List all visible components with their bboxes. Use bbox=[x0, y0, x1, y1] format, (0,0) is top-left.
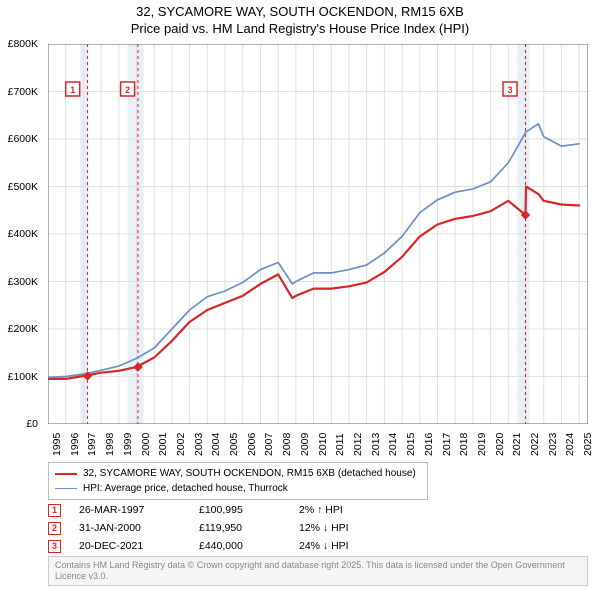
svg-text:3: 3 bbox=[508, 85, 513, 95]
y-tick-label: £200K bbox=[8, 323, 38, 335]
y-tick-label: £0 bbox=[26, 418, 38, 430]
x-tick-label: 2010 bbox=[317, 433, 329, 456]
x-tick-label: 2018 bbox=[458, 433, 470, 456]
x-tick-label: 2016 bbox=[423, 433, 435, 456]
sale-row: 1 26-MAR-1997£100,9952% ↑ HPI bbox=[48, 502, 588, 520]
sale-row: 2 31-JAN-2000£119,95012% ↓ HPI bbox=[48, 520, 588, 538]
sale-date: 31-JAN-2000 bbox=[79, 520, 199, 538]
x-tick-label: 1995 bbox=[51, 433, 63, 456]
x-tick-label: 2001 bbox=[157, 433, 169, 456]
x-tick-label: 1999 bbox=[122, 433, 134, 456]
sale-marker-box: 2 bbox=[48, 522, 61, 535]
y-tick-label: £600K bbox=[8, 133, 38, 145]
y-tick-label: £100K bbox=[8, 371, 38, 383]
sale-hpi: 24% ↓ HPI bbox=[299, 538, 409, 556]
chart-container: 32, SYCAMORE WAY, SOUTH OCKENDON, RM15 6… bbox=[0, 0, 600, 590]
x-tick-label: 2024 bbox=[564, 433, 576, 456]
svg-text:1: 1 bbox=[70, 85, 75, 95]
sale-date: 26-MAR-1997 bbox=[79, 502, 199, 520]
sale-price: £119,950 bbox=[199, 520, 299, 538]
sale-hpi: 12% ↓ HPI bbox=[299, 520, 409, 538]
sale-marker-box: 3 bbox=[48, 540, 61, 553]
x-tick-label: 1997 bbox=[86, 433, 98, 456]
x-tick-label: 2019 bbox=[476, 433, 488, 456]
x-tick-label: 2005 bbox=[228, 433, 240, 456]
legend-swatch bbox=[55, 488, 77, 489]
x-tick-label: 2000 bbox=[140, 433, 152, 456]
chart-plot-area: 1 2 3 bbox=[48, 44, 588, 424]
svg-text:2: 2 bbox=[125, 85, 130, 95]
sale-price: £100,995 bbox=[199, 502, 299, 520]
title-line2: Price paid vs. HM Land Registry's House … bbox=[0, 21, 600, 38]
x-tick-label: 2006 bbox=[246, 433, 258, 456]
y-tick-label: £800K bbox=[8, 38, 38, 50]
x-tick-label: 2007 bbox=[263, 433, 275, 456]
x-tick-label: 2013 bbox=[370, 433, 382, 456]
x-tick-label: 2012 bbox=[352, 433, 364, 456]
x-tick-label: 2015 bbox=[405, 433, 417, 456]
y-tick-label: £400K bbox=[8, 228, 38, 240]
sales-table: 1 26-MAR-1997£100,9952% ↑ HPI 2 31-JAN-2000… bbox=[48, 502, 588, 556]
legend-label: 32, SYCAMORE WAY, SOUTH OCKENDON, RM15 6… bbox=[83, 466, 416, 481]
x-axis-ticks: 1995 1996 1997 1998 1999 2000 2001 2002 2003 2004… bbox=[48, 428, 588, 462]
title-block: 32, SYCAMORE WAY, SOUTH OCKENDON, RM15 6… bbox=[0, 0, 600, 40]
x-tick-label: 2011 bbox=[334, 433, 346, 456]
sale-price: £440,000 bbox=[199, 538, 299, 556]
x-tick-label: 1996 bbox=[69, 433, 81, 456]
y-tick-label: £700K bbox=[8, 86, 38, 98]
x-tick-label: 2008 bbox=[281, 433, 293, 456]
x-tick-label: 2021 bbox=[511, 433, 523, 456]
x-tick-label: 1998 bbox=[104, 433, 116, 456]
sale-hpi: 2% ↑ HPI bbox=[299, 502, 409, 520]
y-axis-ticks: £0£100K£200K£300K£400K£500K£600K£700K£80… bbox=[0, 44, 44, 424]
legend-label: HPI: Average price, detached house, Thur… bbox=[83, 481, 288, 496]
sale-date: 20-DEC-2021 bbox=[79, 538, 199, 556]
x-tick-label: 2025 bbox=[582, 433, 594, 456]
x-tick-label: 2023 bbox=[547, 433, 559, 456]
footer-attribution: Contains HM Land Registry data © Crown c… bbox=[48, 556, 588, 587]
y-tick-label: £500K bbox=[8, 181, 38, 193]
x-tick-label: 2002 bbox=[175, 433, 187, 456]
x-tick-label: 2014 bbox=[387, 433, 399, 456]
x-tick-label: 2022 bbox=[529, 433, 541, 456]
legend-item: 32, SYCAMORE WAY, SOUTH OCKENDON, RM15 6… bbox=[55, 466, 421, 481]
legend-item: HPI: Average price, detached house, Thur… bbox=[55, 481, 421, 496]
title-line1: 32, SYCAMORE WAY, SOUTH OCKENDON, RM15 6… bbox=[0, 4, 600, 21]
x-tick-label: 2004 bbox=[210, 433, 222, 456]
x-tick-label: 2003 bbox=[193, 433, 205, 456]
x-tick-label: 2017 bbox=[441, 433, 453, 456]
x-tick-label: 2009 bbox=[299, 433, 311, 456]
y-tick-label: £300K bbox=[8, 276, 38, 288]
legend-swatch bbox=[55, 473, 77, 475]
chart-svg: 1 2 3 bbox=[48, 44, 588, 424]
x-tick-label: 2020 bbox=[494, 433, 506, 456]
sale-row: 3 20-DEC-2021£440,00024% ↓ HPI bbox=[48, 538, 588, 556]
sale-marker-box: 1 bbox=[48, 504, 61, 517]
legend: 32, SYCAMORE WAY, SOUTH OCKENDON, RM15 6… bbox=[48, 462, 428, 500]
